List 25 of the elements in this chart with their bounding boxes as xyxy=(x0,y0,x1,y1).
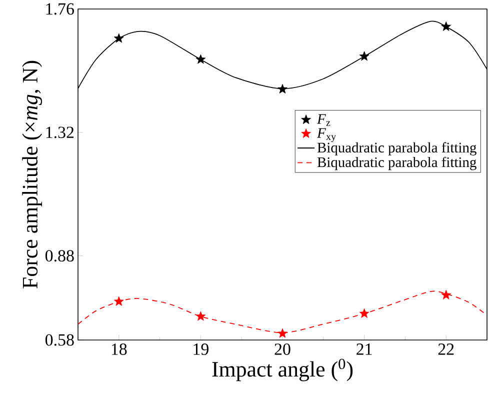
point xyxy=(441,290,452,300)
x-tick-label: 18 xyxy=(112,344,127,355)
x-tick-label: 22 xyxy=(438,344,454,355)
x-axis-title: Impact angle ($^{0}$) xyxy=(212,358,353,382)
legend-label: F$_{xy}$ xyxy=(316,128,336,142)
legend-label: F$_{z}$ xyxy=(316,114,330,126)
y-tick-label: 0.58 xyxy=(45,334,74,346)
point xyxy=(278,84,288,94)
point xyxy=(441,21,452,31)
x-tick-label: 21 xyxy=(356,344,372,355)
point xyxy=(359,308,370,318)
point xyxy=(278,328,288,338)
legend-label: Biquadratic parabola fitting xyxy=(317,142,476,156)
y-tick-label: 1.32 xyxy=(46,126,74,138)
point xyxy=(196,311,206,321)
point xyxy=(359,51,370,61)
y-axis-title: Force amplitude (×mg, N) xyxy=(22,60,42,288)
x-tick-label: 20 xyxy=(274,344,290,355)
y-tick-label: 0.88 xyxy=(45,250,74,262)
legend-label: Biquadratic parabola fitting xyxy=(317,156,476,170)
point xyxy=(196,54,206,64)
x-tick-label: 19 xyxy=(194,344,208,355)
point xyxy=(114,33,124,43)
point xyxy=(114,296,124,306)
y-tick-label: 1.76 xyxy=(46,3,74,15)
